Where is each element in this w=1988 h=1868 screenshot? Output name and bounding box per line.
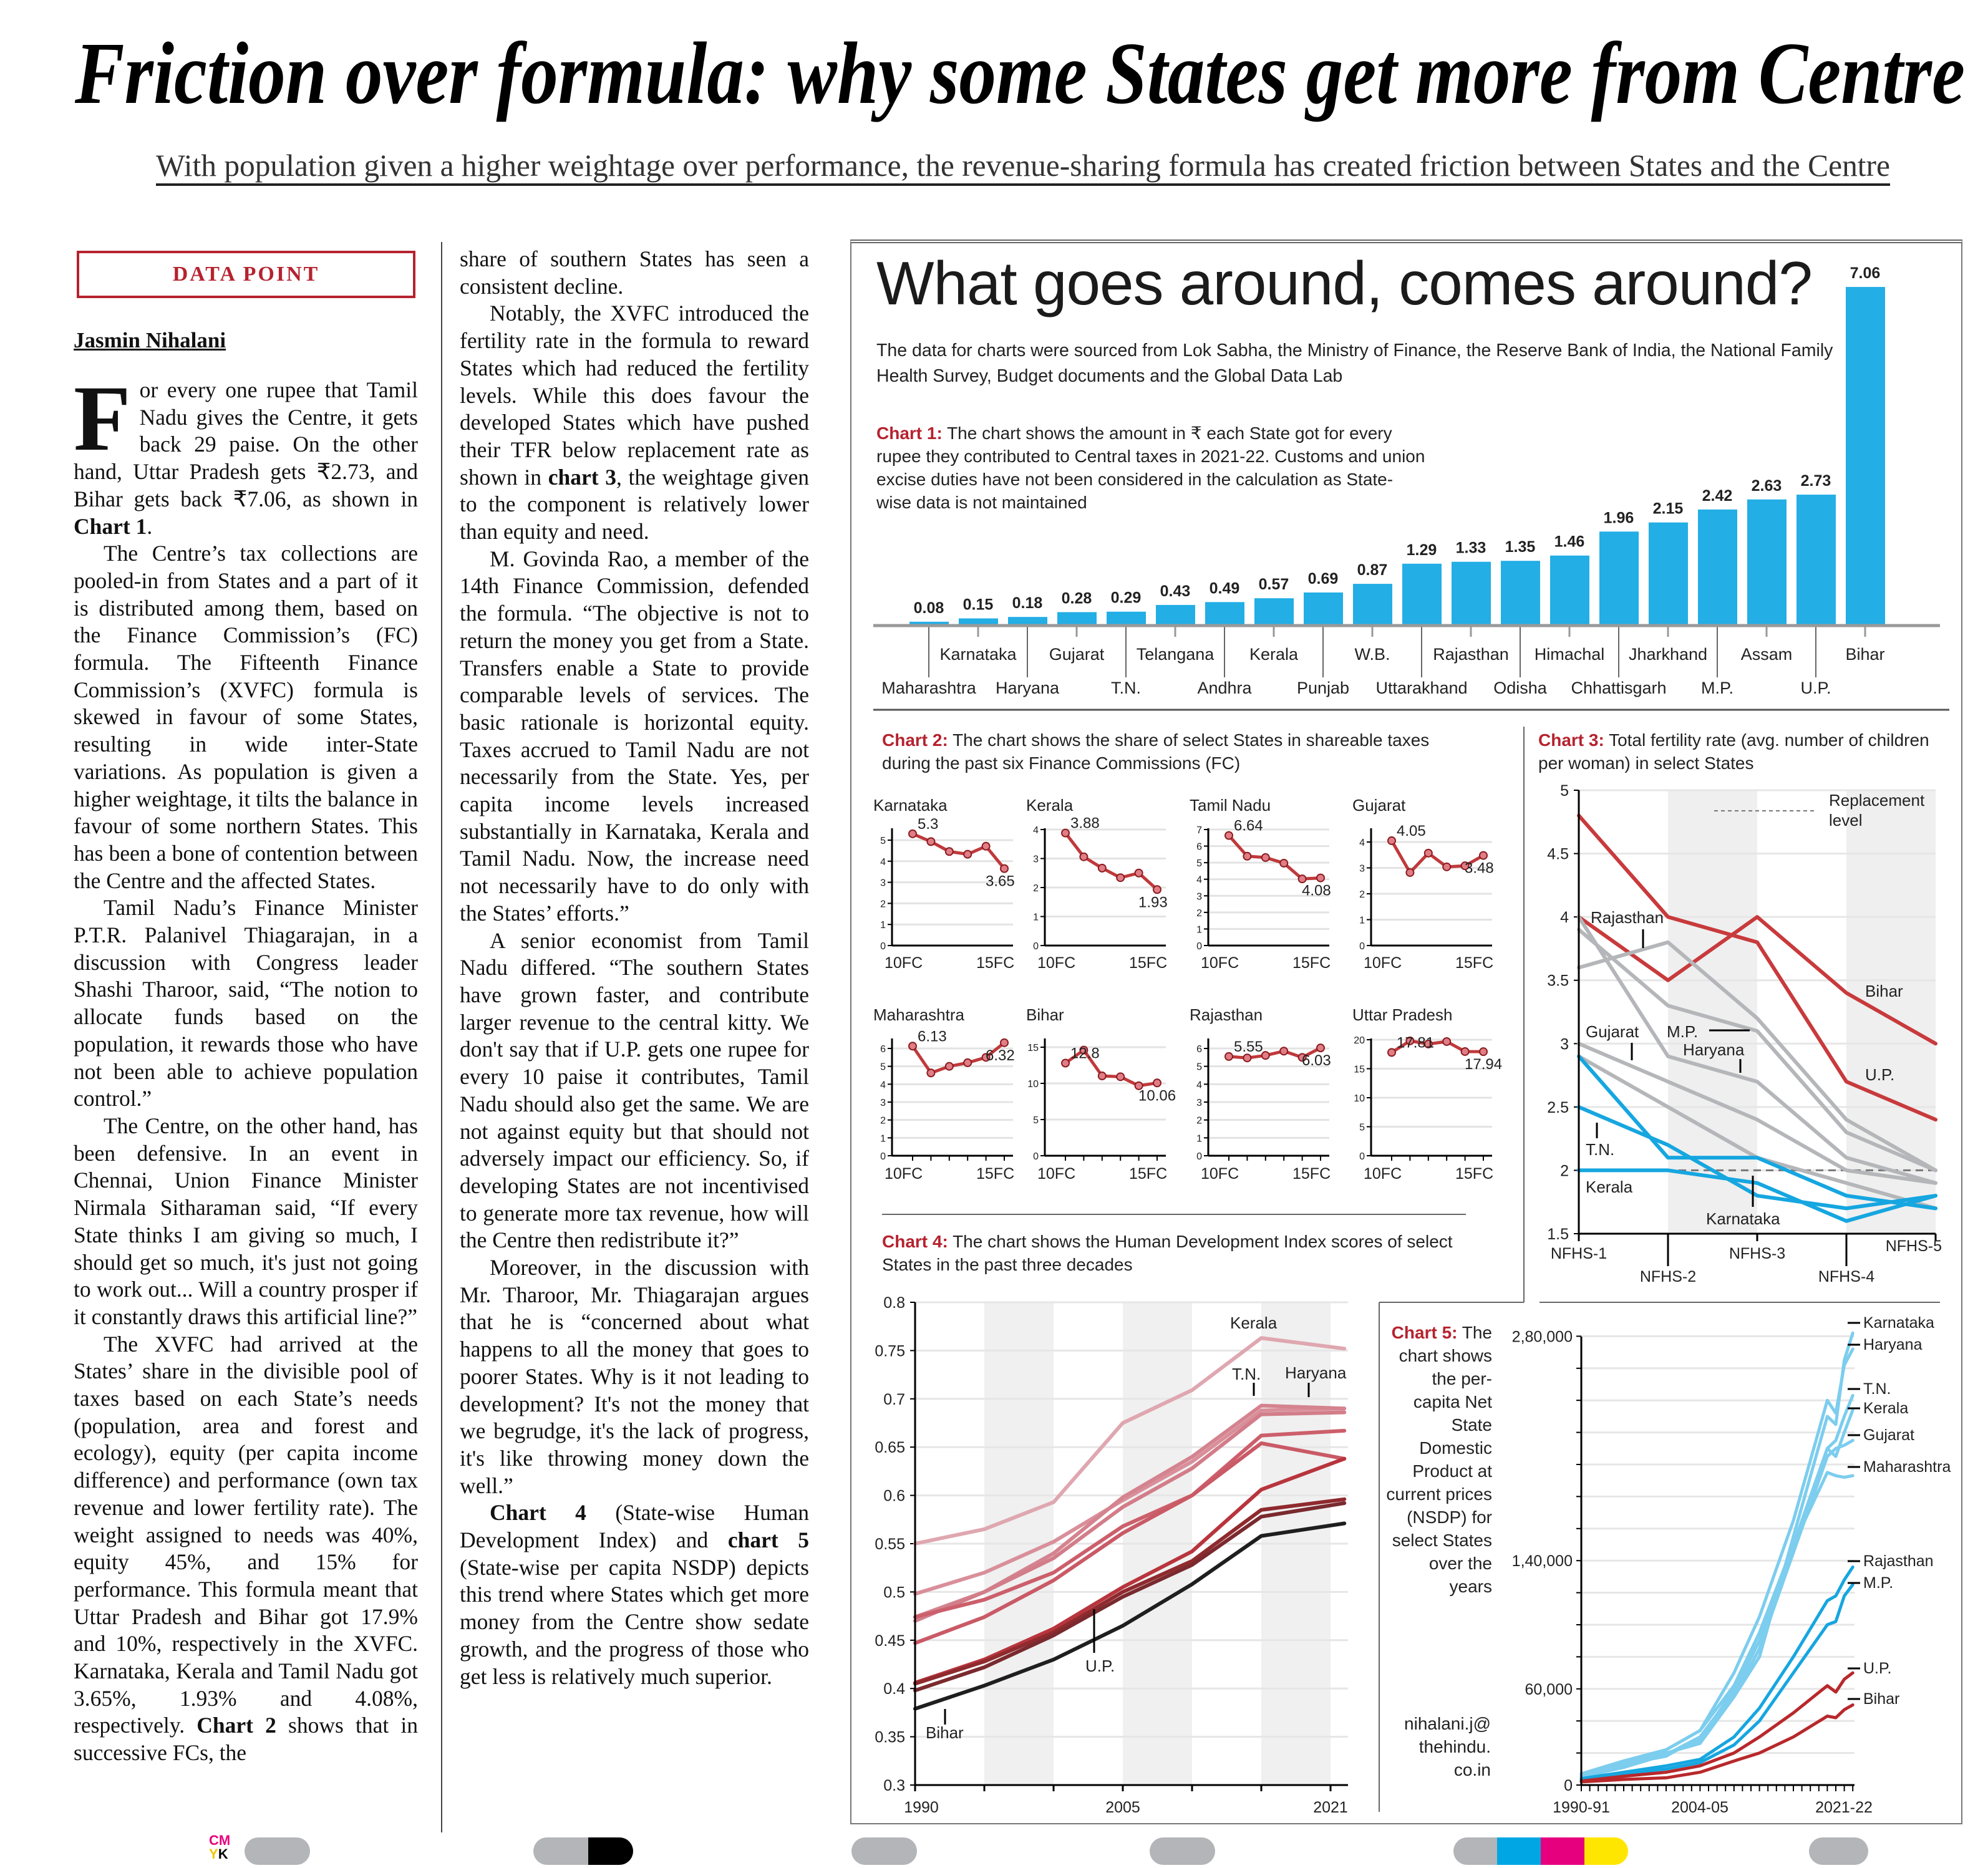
paragraph-text: The Centre, on the other hand, has been … (74, 1113, 418, 1329)
column-divider (441, 242, 442, 1832)
paragraph-text: (State-wise per capita NSDP) depicts thi… (460, 1554, 809, 1689)
chart2-label: Chart 2: (882, 730, 948, 750)
registration-mark (851, 1837, 917, 1865)
chart-reference: Chart 2 (196, 1713, 276, 1738)
section-label-box: DATA POINT (77, 251, 415, 298)
infographic-panel (850, 240, 1962, 1824)
headline-block: Friction over formula: why some States g… (74, 24, 1965, 186)
cmyk-y: Y (209, 1846, 218, 1862)
drop-cap: F (74, 367, 131, 470)
article-paragraph: share of southern States has seen a cons… (460, 246, 809, 300)
source-note: The data for charts were sourced from Lo… (876, 341, 1833, 386)
article-paragraph: Notably, the XVFC introduced the fertili… (460, 300, 809, 545)
registration-mark (245, 1837, 310, 1865)
paragraph-text: , the weightage given to the component i… (460, 464, 809, 544)
chart1-label: Chart 1: (876, 423, 943, 443)
paragraph-text: shows that in successive FCs, the (74, 1713, 418, 1766)
paragraph-text: share of southern States has seen a cons… (460, 246, 809, 299)
cmyk-m: M (218, 1832, 231, 1848)
cmyk-mark: CM YK (209, 1834, 230, 1861)
chart-reference: Chart 1 (74, 513, 147, 539)
article-paragraph: or every one rupee that Tamil Nadu gives… (74, 377, 418, 540)
paragraph-text: Tamil Nadu’s Finance Minister P.T.R. Pal… (74, 895, 418, 1111)
paragraph-text: A senior economist from Tamil Nadu diffe… (460, 927, 809, 1253)
author-email[interactable]: nihalani.j@ thehindu. co.in (1372, 1712, 1491, 1781)
chart4-caption-text: The chart shows the Human Development In… (882, 1232, 1453, 1274)
email-line: co.in (1453, 1760, 1491, 1779)
chart-reference: Chart 4 (490, 1500, 586, 1526)
chart5-label: Chart 5: (1391, 1323, 1458, 1342)
article-paragraph: Moreover, in the discussion with Mr. Tha… (460, 1254, 809, 1499)
article-middle-column: share of southern States has seen a cons… (460, 246, 809, 1690)
cmyk-k: K (218, 1846, 228, 1862)
chart-reference: chart 5 (727, 1527, 809, 1553)
chart3-caption: Chart 3: Total fertility rate (avg. numb… (1538, 728, 1944, 775)
email-line: thehindu. (1418, 1737, 1491, 1756)
registration-mark (1809, 1837, 1868, 1865)
chart5-caption: Chart 5: The chart shows the per-capita … (1386, 1321, 1492, 1598)
registration-mark (1150, 1837, 1215, 1865)
chart1-caption: Chart 1: The chart shows the amount in ₹… (876, 422, 1425, 514)
paragraph-text: M. Govinda Rao, a member of the 14th Fin… (460, 546, 809, 926)
paragraph-text: The Centre’s tax collections are pooled-… (74, 541, 418, 893)
section-label: DATA POINT (172, 263, 320, 286)
chart4-label: Chart 4: (882, 1232, 948, 1251)
article-paragraph: The XVFC had arrived at the States’ shar… (74, 1331, 418, 1767)
headline: Friction over formula: why some States g… (74, 24, 1965, 122)
paragraph-text: (State-wise Human Development Index) and (460, 1500, 809, 1553)
paragraph-text: Moreover, in the discussion with Mr. Tha… (460, 1255, 809, 1498)
article-paragraph: The Centre’s tax collections are pooled-… (74, 540, 418, 894)
paragraph-text: The XVFC had arrived at the States’ shar… (74, 1331, 418, 1738)
subheadline: With population given a higher weightage… (156, 148, 1890, 183)
chart-reference: chart 3 (548, 464, 616, 490)
chart1-caption-text: The chart shows the amount in ₹ each Sta… (876, 423, 1425, 512)
registration-mark (533, 1837, 633, 1865)
chart2-caption-text: The chart shows the share of select Stat… (882, 730, 1430, 773)
chart3-label: Chart 3: (1538, 730, 1604, 750)
chart3-caption-text: Total fertility rate (avg. number of chi… (1538, 730, 1929, 773)
article-paragraph: M. Govinda Rao, a member of the 14th Fin… (460, 546, 809, 927)
article-paragraph: The Centre, on the other hand, has been … (74, 1113, 418, 1331)
paragraph-text: Notably, the XVFC introduced the fertili… (460, 301, 809, 490)
article-paragraph: A senior economist from Tamil Nadu diffe… (460, 927, 809, 1254)
paragraph-text: or every one rupee that Tamil Nadu gives… (74, 377, 418, 511)
byline[interactable]: Jasmin Nihalani (74, 328, 226, 352)
article-left-column: F or every one rupee that Tamil Nadu giv… (74, 367, 418, 1767)
chart5-caption-text: The chart shows the per-capita Net State… (1386, 1323, 1492, 1596)
color-bar-mark (1453, 1837, 1628, 1865)
paragraph-text: . (147, 513, 153, 539)
panel-title: What goes around, comes around? (876, 249, 1813, 317)
article-paragraph: Chart 4 (State-wise Human Development In… (460, 1499, 809, 1690)
article-paragraph: Tamil Nadu’s Finance Minister P.T.R. Pal… (74, 894, 418, 1113)
email-line: nihalani.j@ (1404, 1714, 1491, 1733)
cmyk-c: C (209, 1832, 219, 1848)
chart2-caption: Chart 2: The chart shows the share of se… (882, 728, 1481, 775)
chart4-caption: Chart 4: The chart shows the Human Devel… (882, 1230, 1500, 1276)
